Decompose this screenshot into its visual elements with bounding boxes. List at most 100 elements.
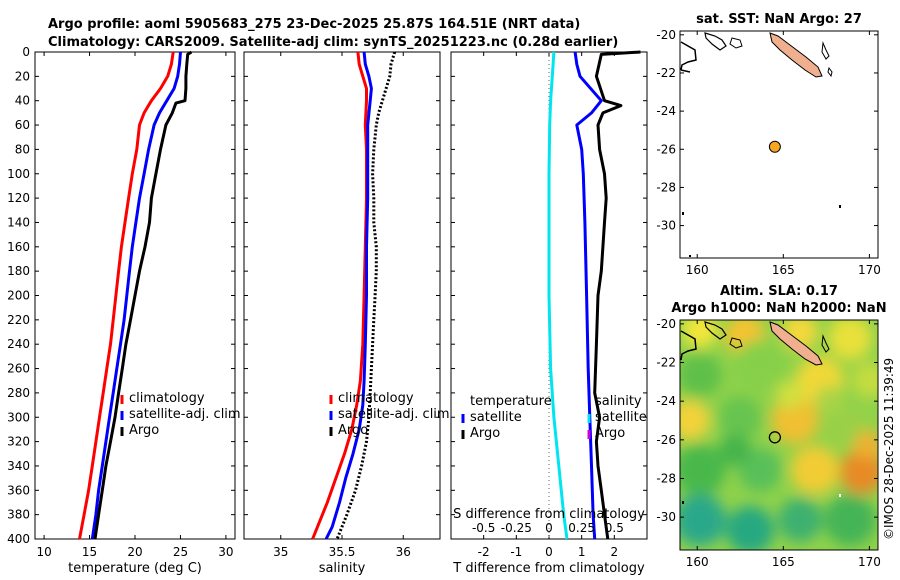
legend-entry: climatology: [129, 391, 205, 406]
argo-float-marker: [768, 140, 781, 153]
island-dot: [689, 255, 691, 257]
series-climatology: [311, 51, 368, 540]
x-axis-label: T difference from climatology: [452, 561, 645, 576]
sla-blob: [680, 444, 726, 496]
x-tick-label: 36: [396, 545, 411, 559]
sla-blob: [828, 320, 872, 360]
plot-frame: [243, 51, 441, 540]
sla-blob: [718, 396, 762, 440]
y-tick-label: 320: [7, 435, 30, 449]
x-tick-label: 1: [578, 545, 586, 559]
map-frame: [679, 319, 879, 551]
argo-float-marker: [768, 431, 782, 444]
reef-outline: [729, 37, 743, 49]
y-tick-label: -26: [656, 433, 676, 447]
y-tick-label: 200: [7, 289, 30, 303]
y-tick-label: -22: [656, 66, 676, 80]
x-tick-label: 170: [858, 555, 881, 569]
x2-tick-label: -0.25: [501, 521, 532, 535]
x-tick-label: 35: [273, 545, 288, 559]
sla-field: [680, 320, 878, 550]
x-tick-label: 160: [686, 263, 709, 277]
legend-entry: Argo: [338, 423, 368, 438]
y-tick-label: 260: [7, 362, 30, 376]
sla-blob: [824, 494, 876, 546]
y-tick-label: 280: [7, 386, 30, 400]
series-satellite-adj-clim: [90, 51, 182, 540]
y-tick-label: -30: [656, 219, 676, 233]
legend-entry: satellite-adj. clim: [129, 407, 241, 422]
reef-outline: [704, 32, 727, 51]
series-satellite-adj-clim: [324, 51, 373, 540]
y-tick-label: 60: [15, 118, 30, 132]
y-tick-label: 240: [7, 337, 30, 351]
x-tick-label: 30: [218, 545, 233, 559]
island-outline: [827, 66, 833, 78]
sla-blob: [719, 434, 751, 466]
difference-chart: -2 -1 0 1 2 T difference from climatology -0.5…: [450, 50, 648, 576]
legend-entry: satellite-adj. clim: [338, 407, 450, 422]
sla-blob: [854, 431, 878, 459]
x-tick-label: 2: [611, 545, 619, 559]
legend-entry: climatology: [338, 391, 414, 406]
imos-credit: ©IMOS 28-Dec-2025 11:39:49: [882, 358, 896, 540]
coastline: [680, 330, 697, 361]
y-tick-label: -30: [656, 510, 676, 524]
sla-blob: [680, 400, 710, 440]
island-dot: [682, 212, 684, 215]
y-tick-label: -26: [656, 142, 676, 156]
x-tick-label: 10: [36, 545, 51, 559]
legend-entry: satellite: [470, 410, 522, 425]
y-tick-label: 140: [7, 215, 30, 229]
y-tick-label: 220: [7, 313, 30, 327]
series-argo: [335, 51, 397, 540]
x2-axis-label: S difference from climatology: [453, 507, 645, 522]
sla-blob: [738, 448, 782, 492]
salinity-chart: 35 35.5 36 salinity climatologysatellite-adj…: [243, 51, 450, 576]
y-tick-label: 340: [7, 459, 30, 473]
y-tick-label: -28: [656, 471, 676, 485]
sla-blobs: [680, 320, 878, 550]
x2-tick-label: 0.25: [568, 521, 595, 535]
sla-blob: [791, 446, 839, 494]
island-dot: [682, 501, 684, 504]
sla-blob: [682, 320, 718, 348]
sla-blob: [852, 362, 878, 398]
x-tick-label: 35.5: [329, 545, 356, 559]
island-dot: [839, 205, 841, 208]
series-climatology: [78, 51, 175, 540]
legend-title: temperature: [470, 394, 552, 409]
x-axis-label: temperature (deg C): [68, 561, 202, 576]
y-tick-label: -20: [656, 317, 676, 331]
map-title: sat. SST: NaN Argo: 27: [696, 12, 862, 27]
y-tick-label: 380: [7, 508, 30, 522]
sla-blob: [840, 450, 878, 494]
new-caledonia-island: [769, 321, 823, 366]
y-tick-label: -20: [656, 28, 676, 42]
map-title-line-2: Argo h1000: NaN h2000: NaN: [671, 301, 886, 316]
x-tick-label: 160: [686, 555, 709, 569]
y-tick-label: 160: [7, 240, 30, 254]
x-tick-label: 165: [772, 555, 795, 569]
sla-blob: [734, 339, 786, 391]
sla-map: Altim. SLA: 0.17 Argo h1000: NaN h2000: N…: [656, 284, 886, 569]
y-tick-label: 20: [15, 69, 30, 83]
title-line-2: Climatology: CARS2009. Satellite-adj cli…: [48, 35, 618, 50]
x-tick-label: 165: [772, 263, 795, 277]
y-tick-label: -28: [656, 180, 676, 194]
x-tick-label: 25: [173, 545, 188, 559]
x-tick-label: 0: [545, 545, 553, 559]
y-tick-label: 0: [22, 45, 30, 59]
legend-entry: satellite: [595, 410, 647, 425]
x-tick-label: -1: [510, 545, 522, 559]
y-tick-label: -24: [656, 394, 676, 408]
x2-tick-label: -0.5: [472, 521, 495, 535]
temperature-chart: 10 15 20 25 30020406080100120140160180200220…: [7, 45, 241, 576]
coastline: [680, 41, 697, 73]
y-tick-label: 40: [15, 94, 30, 108]
reef-outline: [704, 321, 727, 340]
y-tick-label: 180: [7, 264, 30, 278]
x-tick-label: 20: [127, 545, 142, 559]
